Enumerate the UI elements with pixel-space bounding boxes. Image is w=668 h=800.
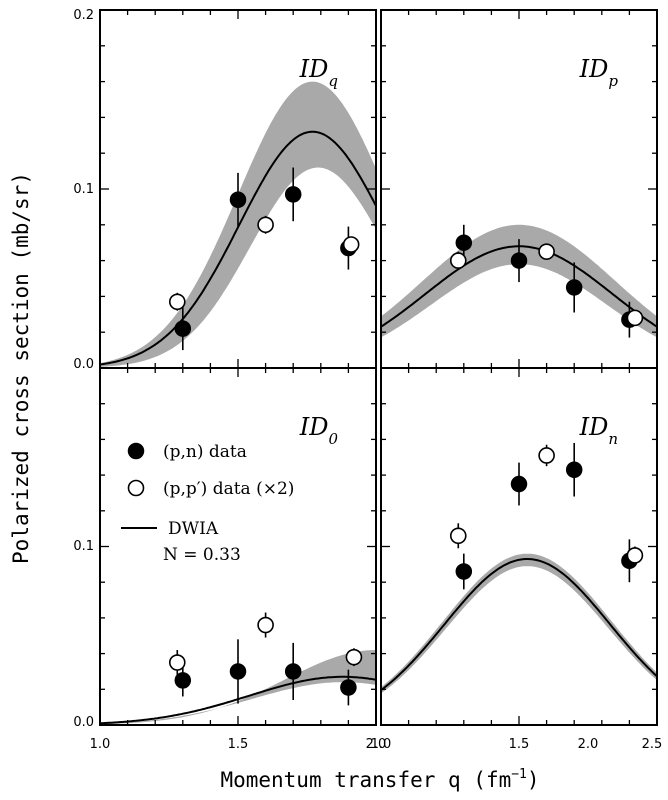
pp-data-point — [257, 616, 274, 634]
dwia-line — [100, 130, 376, 366]
panel-label: IDn — [579, 413, 618, 448]
pp-data-point — [538, 447, 555, 464]
legend-filled-marker — [127, 442, 145, 460]
pp-data-point — [449, 527, 467, 545]
pn-data-point — [455, 234, 473, 251]
axis-labels-group: 1.0 1.5 2.01.0 1.5 2.0 2.50.00.10.20.00.1 — [73, 8, 662, 752]
pp-data-point — [429, 309, 444, 324]
pp-data-point — [168, 654, 186, 671]
pp-data-point — [342, 236, 360, 253]
y-tick-label: 0.1 — [73, 539, 94, 554]
panel-ID0: ID0 — [99, 367, 439, 726]
panel-label: IDq — [299, 55, 338, 90]
y-tick-label: 0.2 — [73, 8, 94, 23]
legend-norm-label: N = 0.33 — [163, 545, 241, 565]
y-tick-label: 0.1 — [73, 182, 94, 197]
x-tick-label: 1.0 — [90, 737, 111, 752]
legend-filled-label: (p,n) data — [163, 442, 247, 462]
pp-data-point — [626, 547, 644, 564]
x-axis-title: Momentum transfer q (fm−1) — [220, 767, 539, 792]
pp-data-point — [626, 309, 644, 327]
panel-IDn: IDn — [380, 367, 658, 726]
pn-data-point — [510, 475, 528, 493]
panels-group: IDq IDp ID0 IDn — [99, 9, 658, 726]
panel-frame — [380, 9, 658, 369]
x-tick-label: 1.5 — [228, 737, 249, 752]
uncertainty-band — [381, 553, 657, 694]
pn-data-point — [174, 320, 192, 337]
y-tick-label: 0.0 — [73, 715, 94, 730]
pn-data-point — [565, 279, 583, 296]
pp-data-point — [257, 216, 274, 234]
panel-IDp: IDp — [380, 9, 658, 369]
x-tick-label: 1.5 — [509, 737, 530, 752]
x-tick-label: 1.0 — [371, 737, 392, 752]
dwia-line — [381, 558, 657, 691]
panel-frame — [380, 367, 658, 726]
pn-data-point — [284, 663, 302, 680]
x-tick-label: 2.5 — [642, 737, 663, 752]
pn-data-point — [174, 672, 192, 689]
y-tick-label: 0.0 — [73, 357, 94, 372]
dwia-line — [100, 675, 376, 725]
pn-data-point — [424, 319, 439, 334]
uncertainty-band — [100, 81, 376, 367]
legend: (p,n) data (p,p′) data (×2) DWIA N = 0.33 — [121, 442, 294, 565]
panel-label: IDp — [579, 55, 619, 90]
panel-label: ID0 — [299, 413, 339, 448]
y-axis-title: Polarized cross section (mb/sr) — [9, 172, 33, 564]
pn-data-point — [455, 563, 473, 580]
pp-data-point — [345, 648, 363, 666]
pn-data-point — [340, 679, 357, 696]
pn-data-point — [229, 663, 247, 680]
pn-data-point — [418, 682, 433, 697]
x-tick-label: 2.0 — [578, 737, 599, 752]
legend-open-label: (p,p′) data (×2) — [163, 479, 294, 499]
pp-data-point — [449, 252, 467, 269]
x-tick-label: 2.0 — [366, 737, 387, 752]
pp-data-point — [538, 243, 555, 260]
pn-data-point — [565, 461, 583, 478]
legend-line-label: DWIA — [168, 519, 219, 539]
pn-data-point — [284, 186, 302, 203]
pn-data-point — [510, 252, 528, 269]
pp-data-point — [168, 293, 186, 311]
legend-open-marker — [127, 479, 145, 497]
dwia-line — [381, 245, 657, 328]
pp-data-point — [424, 684, 439, 699]
pn-data-point — [229, 191, 247, 208]
